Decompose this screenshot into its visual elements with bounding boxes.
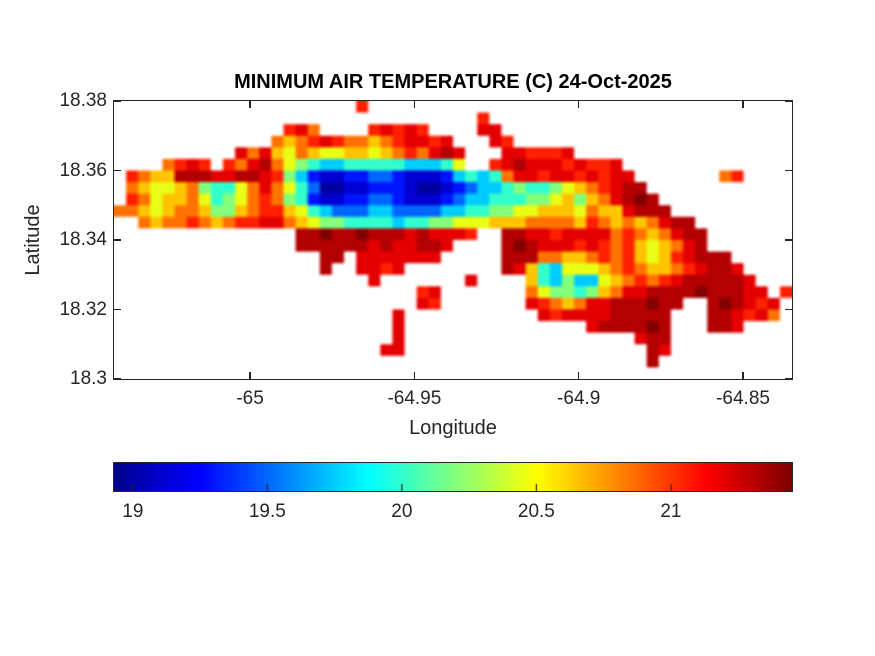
y-tick-mark-right — [785, 239, 792, 241]
x-tick-mark-top — [742, 101, 744, 108]
y-tick-label: 18.38 — [59, 90, 107, 111]
plot-title: MINIMUM AIR TEMPERATURE (C) 24-Oct-2025 — [234, 71, 672, 93]
x-tick-label: -64.9 — [557, 388, 601, 409]
colorbar-tick-label: 21 — [660, 501, 682, 522]
y-tick-label: 18.32 — [59, 298, 107, 320]
x-tick-label: -65 — [236, 388, 264, 409]
temperature-heatmap-canvas — [114, 101, 792, 379]
x-tick-mark — [413, 372, 415, 379]
x-tick-mark-top — [413, 101, 415, 108]
colorbar-tick-label: 19.5 — [248, 501, 286, 522]
y-tick-label: 18.3 — [70, 368, 107, 389]
colorbar-tick-label: 20 — [391, 501, 413, 522]
x-tick-mark-top — [578, 101, 580, 108]
y-tick-mark — [114, 239, 121, 241]
x-axis-label: Longitude — [409, 417, 497, 439]
y-tick-mark — [114, 308, 121, 311]
y-tick-mark-right — [785, 308, 792, 311]
colorbar-tick-label: 19 — [122, 501, 144, 522]
y-tick-label: 18.34 — [59, 229, 107, 250]
y-tick-label: 18.36 — [59, 159, 107, 181]
colorbar — [113, 462, 793, 492]
x-tick-label: -64.95 — [387, 388, 442, 409]
y-tick-mark — [114, 100, 121, 102]
x-tick-label: -64.85 — [716, 388, 770, 409]
x-tick-mark — [742, 372, 744, 379]
y-tick-mark-right — [785, 100, 792, 102]
x-tick-mark — [249, 372, 251, 379]
y-tick-mark — [114, 169, 121, 172]
x-tick-mark-top — [249, 101, 251, 108]
y-tick-mark-right — [785, 378, 792, 380]
colorbar-gradient-canvas — [114, 463, 792, 491]
plot-area — [113, 100, 793, 380]
y-tick-mark-right — [785, 169, 792, 172]
x-tick-mark — [578, 372, 580, 379]
y-tick-mark — [114, 378, 121, 380]
colorbar-tick-label: 20.5 — [517, 501, 555, 522]
